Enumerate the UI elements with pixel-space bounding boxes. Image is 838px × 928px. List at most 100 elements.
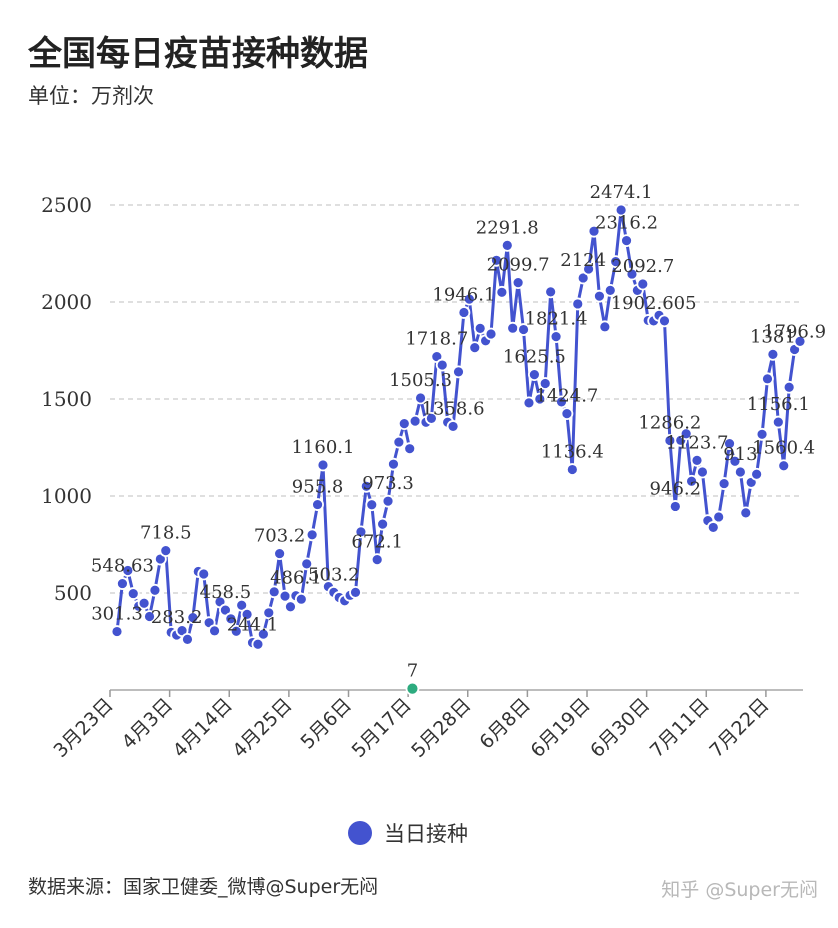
- data-point[interactable]: [408, 414, 422, 428]
- data-point[interactable]: [668, 500, 682, 513]
- data-point[interactable]: [766, 347, 780, 361]
- data-point[interactable]: [137, 596, 151, 610]
- data-point[interactable]: [208, 624, 221, 638]
- data-point[interactable]: [679, 427, 693, 441]
- data-point[interactable]: [495, 285, 509, 299]
- data-point[interactable]: [506, 321, 520, 335]
- data-point[interactable]: [359, 479, 373, 493]
- data-point[interactable]: [381, 494, 395, 508]
- data-point[interactable]: [278, 589, 292, 603]
- data-point[interactable]: [267, 585, 281, 599]
- data-point[interactable]: [544, 285, 558, 299]
- data-point[interactable]: [251, 637, 265, 651]
- data-point[interactable]: [614, 203, 628, 217]
- data-point[interactable]: [571, 297, 585, 311]
- data-point[interactable]: [555, 395, 568, 409]
- data-point[interactable]: [349, 585, 362, 599]
- data-point[interactable]: [240, 607, 254, 621]
- data-point[interactable]: [782, 380, 796, 394]
- data-point[interactable]: [717, 477, 731, 490]
- data-point[interactable]: [468, 341, 482, 354]
- data-point[interactable]: [235, 598, 249, 612]
- data-point[interactable]: [560, 407, 574, 421]
- data-point[interactable]: [305, 528, 319, 542]
- data-point[interactable]: [473, 321, 487, 335]
- data-point[interactable]: [229, 624, 243, 638]
- data-point[interactable]: [316, 458, 330, 472]
- data-point[interactable]: [587, 224, 601, 238]
- data-point[interactable]: [538, 377, 552, 390]
- data-point[interactable]: [197, 567, 211, 581]
- data-point[interactable]: [186, 611, 200, 625]
- data-point[interactable]: [397, 417, 411, 431]
- data-point[interactable]: [370, 553, 384, 567]
- data-point[interactable]: [565, 463, 579, 476]
- data-point[interactable]: [793, 335, 807, 348]
- data-point[interactable]: [625, 267, 639, 281]
- data-point[interactable]: [387, 457, 400, 471]
- data-point[interactable]: [294, 592, 308, 606]
- data-point[interactable]: [706, 521, 720, 534]
- data-point[interactable]: [284, 600, 297, 614]
- data-point[interactable]: [522, 396, 536, 410]
- data-point[interactable]: [490, 253, 503, 267]
- data-point[interactable]: [750, 467, 764, 481]
- data-point[interactable]: [755, 427, 769, 441]
- data-point[interactable]: [733, 465, 747, 479]
- data-point[interactable]: [598, 320, 612, 334]
- data-point[interactable]: [771, 415, 785, 429]
- data-point[interactable]: [148, 583, 162, 597]
- data-point[interactable]: [116, 577, 129, 590]
- data-point[interactable]: [690, 453, 704, 467]
- data-point[interactable]: [403, 442, 417, 456]
- data-point[interactable]: [300, 557, 314, 571]
- data-point[interactable]: [435, 358, 449, 372]
- data-point[interactable]: [446, 420, 460, 433]
- data-point[interactable]: [365, 498, 379, 512]
- legend[interactable]: 当日接种: [348, 818, 468, 848]
- special-data-point[interactable]: [405, 681, 420, 696]
- data-point[interactable]: [723, 437, 736, 451]
- data-point[interactable]: [143, 610, 156, 623]
- data-point[interactable]: [462, 292, 476, 306]
- data-point[interactable]: [549, 330, 563, 344]
- data-point[interactable]: [457, 306, 471, 319]
- data-point[interactable]: [739, 506, 753, 520]
- data-point[interactable]: [484, 327, 498, 341]
- data-point[interactable]: [376, 517, 390, 531]
- data-point[interactable]: [527, 368, 541, 382]
- data-point[interactable]: [609, 255, 623, 269]
- data-point[interactable]: [576, 271, 590, 285]
- data-point[interactable]: [273, 547, 287, 560]
- data-point[interactable]: [620, 234, 633, 248]
- data-point[interactable]: [582, 262, 595, 276]
- data-point[interactable]: [414, 391, 427, 405]
- data-point[interactable]: [593, 289, 606, 303]
- data-point[interactable]: [777, 459, 791, 473]
- data-point[interactable]: [517, 323, 530, 336]
- data-point[interactable]: [424, 411, 438, 425]
- data-point[interactable]: [685, 474, 698, 488]
- data-point[interactable]: [761, 372, 774, 386]
- data-point[interactable]: [256, 627, 270, 641]
- data-point[interactable]: [159, 544, 173, 558]
- data-point[interactable]: [658, 314, 671, 328]
- data-point[interactable]: [392, 435, 406, 449]
- data-point[interactable]: [511, 276, 525, 290]
- data-point[interactable]: [728, 454, 742, 468]
- data-point[interactable]: [696, 465, 709, 479]
- data-point[interactable]: [452, 365, 465, 379]
- data-point[interactable]: [500, 238, 514, 252]
- data-point[interactable]: [354, 525, 368, 539]
- data-point[interactable]: [110, 625, 124, 638]
- data-point[interactable]: [126, 587, 140, 600]
- data-point[interactable]: [533, 392, 547, 406]
- data-point[interactable]: [311, 498, 324, 511]
- data-point[interactable]: [603, 283, 617, 297]
- data-point[interactable]: [224, 612, 238, 626]
- data-point[interactable]: [712, 510, 726, 524]
- data-point[interactable]: [262, 606, 276, 620]
- data-point[interactable]: [121, 564, 135, 577]
- data-point[interactable]: [181, 632, 194, 646]
- data-point[interactable]: [636, 277, 650, 291]
